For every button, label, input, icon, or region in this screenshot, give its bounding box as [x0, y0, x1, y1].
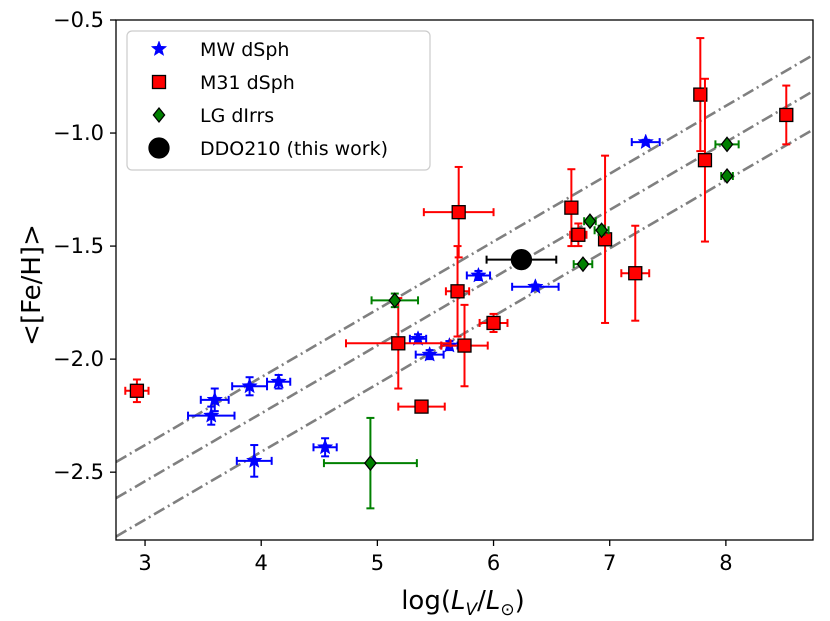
legend-item: M31 dSph [151, 72, 295, 94]
y-axis-ticks: −0.5 −1.0 −1.5 −2.0 −2.5 [53, 8, 116, 484]
data-point [720, 167, 734, 185]
data-point [779, 107, 794, 123]
x-tick-label: 6 [487, 551, 500, 575]
data-point [451, 205, 466, 220]
data-points [124, 37, 794, 510]
y-tick-label: −2.5 [53, 460, 104, 484]
data-point [391, 336, 406, 351]
legend-item: MW dSph [150, 39, 289, 61]
data-point [583, 213, 597, 230]
data-point [270, 373, 287, 389]
x-tick-label: 4 [255, 551, 268, 575]
data-point [388, 292, 402, 309]
legend-marker [148, 137, 170, 159]
y-tick-label: −1.5 [53, 234, 104, 258]
data-point [628, 266, 643, 281]
data-point [486, 315, 501, 331]
data-point [576, 256, 590, 273]
y-tick-label: −0.5 [53, 8, 104, 32]
legend-box [126, 30, 431, 171]
legend-label: M31 dSph [200, 72, 295, 94]
y-tick-label: −2.0 [53, 347, 104, 371]
data-point [421, 345, 438, 362]
y-tick-label: −1.0 [53, 121, 104, 145]
legend-label: DDO210 (this work) [200, 138, 388, 160]
legend-label: LG dIrrs [200, 105, 274, 127]
series-lg-dirrs [322, 136, 740, 510]
relation-line-upper [116, 53, 813, 464]
data-point [527, 278, 544, 294]
series-ddo210-this-work [485, 249, 558, 271]
legend-marker [150, 40, 168, 57]
data-point [409, 330, 427, 346]
legend-item: LG dIrrs [152, 105, 274, 127]
data-point [450, 284, 465, 299]
series-mw-dsph [187, 133, 661, 478]
data-point [457, 338, 472, 353]
data-point [470, 266, 487, 283]
data-point [206, 391, 224, 407]
x-axis-label: log(LV/L⊙) [401, 586, 525, 620]
legend-item: DDO210 (this work) [148, 137, 388, 160]
data-point [202, 406, 220, 423]
x-tick-label: 8 [719, 551, 732, 575]
data-point [571, 227, 586, 242]
data-point [720, 136, 734, 153]
x-tick-label: 5 [371, 551, 384, 575]
data-point [316, 438, 334, 455]
legend-marker [151, 74, 167, 90]
x-axis-ticks: 3 4 5 6 7 8 [138, 540, 733, 575]
plot-area-frame [115, 19, 814, 541]
data-point [697, 153, 713, 168]
data-point [510, 249, 533, 271]
legend: MW dSph M31 dSph LG dIrrs DDO210 (this work… [126, 30, 431, 171]
legend-marker [152, 106, 166, 124]
x-tick-label: 3 [138, 551, 151, 575]
legend-label: MW dSph [200, 39, 289, 61]
data-point [564, 200, 579, 215]
data-point [414, 399, 429, 414]
y-axis-label: <[Fe/H]> [17, 224, 47, 346]
x-tick-label: 7 [603, 551, 616, 575]
data-point [693, 87, 708, 102]
data-point [245, 452, 263, 468]
data-point [363, 455, 377, 472]
data-point [637, 133, 654, 150]
data-point [595, 222, 609, 239]
data-point [129, 383, 145, 398]
data-point [241, 377, 258, 394]
